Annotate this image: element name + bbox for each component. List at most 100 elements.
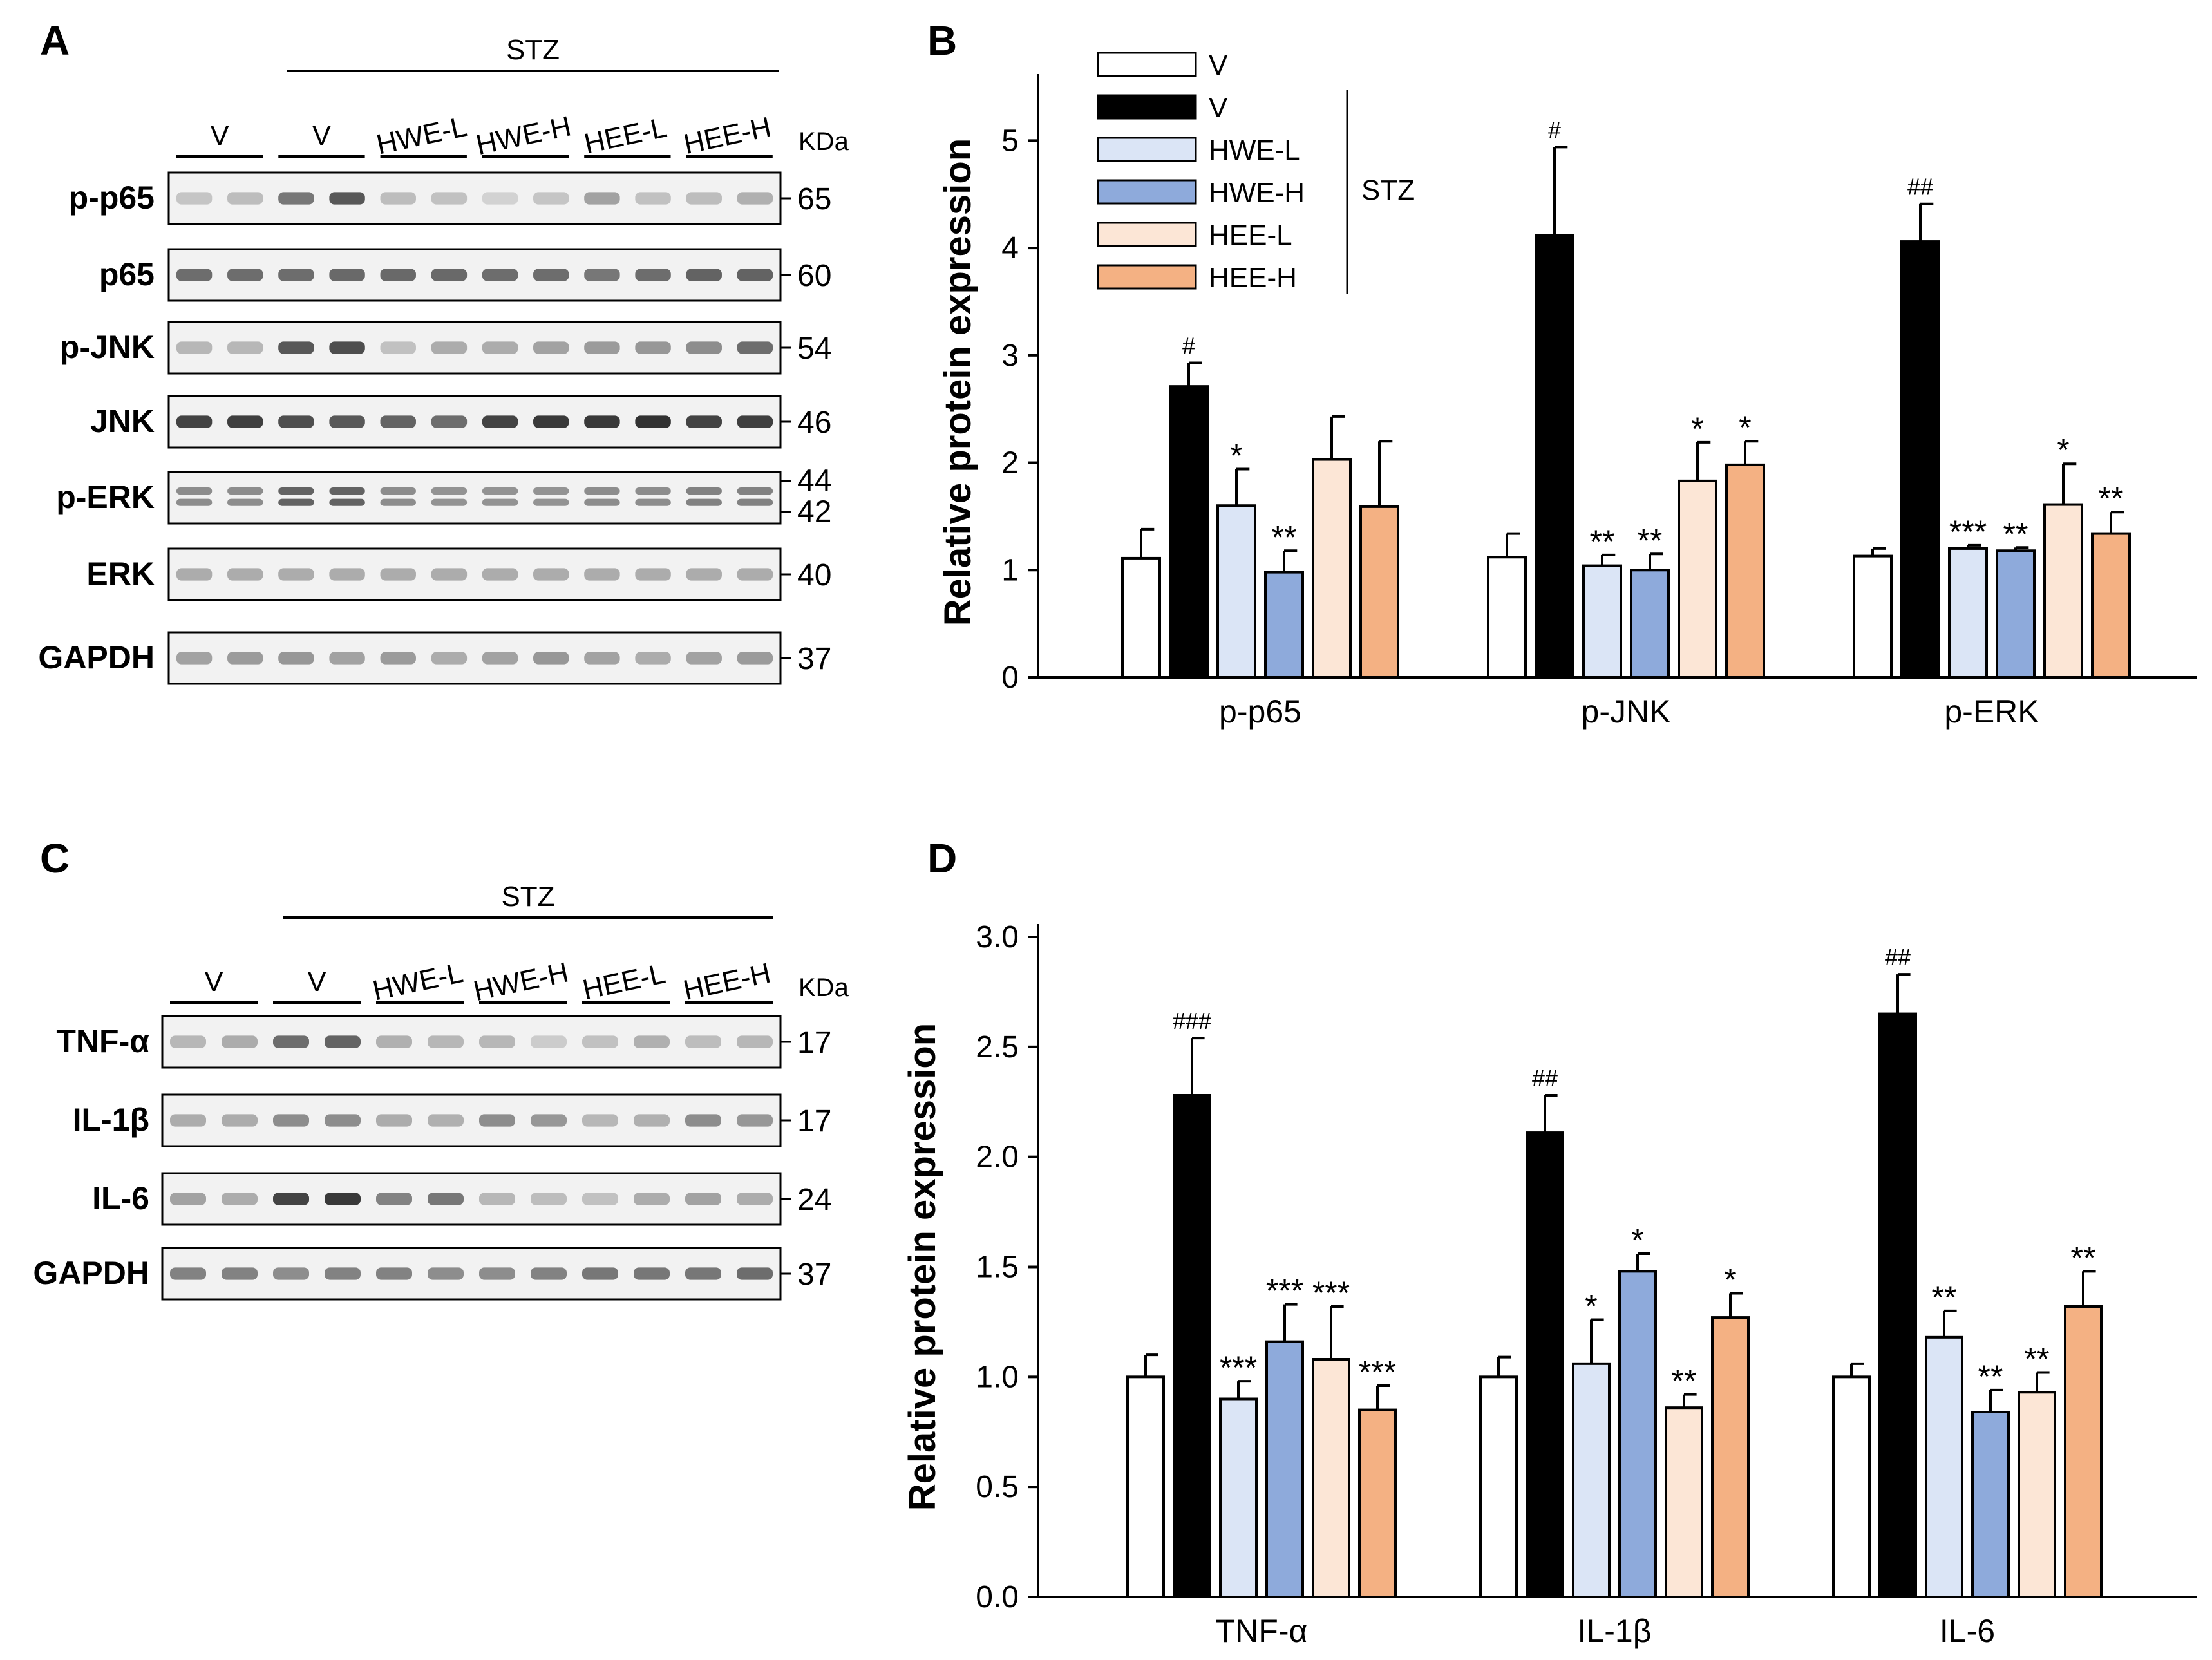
blot-band [376,1035,412,1048]
blot-band [737,341,773,354]
legend-label: HWE-L [1209,135,1300,166]
blot-band [329,415,365,428]
blot-band [582,1114,618,1127]
legend-label: HEE-H [1209,262,1297,294]
blot-band [635,498,671,506]
y-tick-label: 1.5 [976,1250,1019,1285]
y-tick-label: 4 [1001,231,1019,265]
bar [1312,1358,1350,1598]
blot-band [533,415,569,428]
bar [1618,1270,1657,1599]
significance-mark: # [1182,332,1195,359]
y-tick-label: 5 [1001,124,1019,158]
y-tick-label: 3.0 [976,920,1019,954]
group-label: HEE-H [681,111,774,160]
legend-swatch [1097,52,1197,77]
blot-membrane [167,631,782,685]
blot-band [176,652,213,665]
blot-band [176,192,213,205]
blot-band [686,341,722,354]
bar [1216,504,1256,679]
x-tick-label: p-JNK [1582,693,1671,730]
kda-label: KDa [799,127,849,156]
blot-band [584,192,620,205]
blot-band [278,652,314,665]
blot-band [737,1114,773,1127]
group-label: HWE-L [373,111,469,160]
blot-band [325,1035,361,1048]
blot-band [635,652,671,665]
blot-band [685,1114,721,1127]
group-label: HEE-H [681,957,773,1006]
legend-swatch [1097,137,1197,162]
legend-label: HEE-L [1209,220,1292,251]
significance-mark: *** [1312,1275,1350,1311]
x-tick-label: IL-6 [1940,1613,1995,1649]
kda-value: 37 [797,642,831,676]
blot-band [686,192,722,205]
blot-band [482,269,518,281]
blot-band [479,1114,515,1127]
significance-mark: * [1585,1288,1597,1325]
bar [1535,234,1574,679]
legend-swatch [1097,222,1197,247]
blot-band [482,415,518,428]
blot-band [329,498,365,506]
panel-label-c: C [40,835,70,882]
blot-band [737,498,773,506]
stz-label: STZ [506,34,560,66]
blot-band [482,498,518,506]
blot-band [531,1035,567,1048]
significance-mark: ** [2003,516,2028,552]
blot-membrane [167,471,782,525]
blot-band [531,1267,567,1280]
blot-row-label: p-ERK [56,479,155,515]
blot-band [584,487,620,495]
group-label: HWE-L [370,957,466,1006]
blot-band [584,498,620,506]
blot-band [376,1193,412,1205]
blot-membrane [161,1247,782,1301]
blot-band [176,487,213,495]
blot-row-label: IL-6 [92,1180,149,1216]
blot-band [278,568,314,581]
blot-band [227,652,263,665]
blot-band [380,192,416,205]
blot-band [222,1267,258,1280]
blot-band [170,1035,206,1048]
blot-band [584,415,620,428]
significance-mark: * [2057,432,2069,468]
blot-band [737,652,773,665]
group-label: V [204,966,223,997]
bar [1487,556,1527,679]
blot-band [582,1193,618,1205]
bar [1832,1375,1871,1598]
group-label: V [210,120,229,151]
blot-band [222,1193,258,1205]
blot-membrane [161,1015,782,1069]
bar [1665,1406,1703,1599]
bar [1996,549,2036,679]
blot-band [278,415,314,428]
blot-band [278,341,314,354]
blot-band [380,568,416,581]
y-axis-label: Relative protein expression [937,138,979,626]
blot-band [685,1193,721,1205]
blot-band [278,487,314,495]
significance-mark: ** [1978,1359,2003,1395]
blot-band [635,487,671,495]
blot-membrane [167,321,782,375]
bar-chart-d: 0.0 0.5 1.0 1.5 2.0 2.5 3.0 Relative protein ex… [902,920,2197,1649]
blot-band [531,1193,567,1205]
legend-label: V [1209,92,1228,124]
kda-value: 40 [797,558,831,592]
blot-row-label: p65 [99,256,155,292]
group-label: V [312,120,332,151]
blot-band [531,1114,567,1127]
blot-band [227,498,263,506]
blot-band [482,487,518,495]
blot-row-label: TNF-α [56,1023,149,1059]
blot-band [533,341,569,354]
blot-band [533,498,569,506]
